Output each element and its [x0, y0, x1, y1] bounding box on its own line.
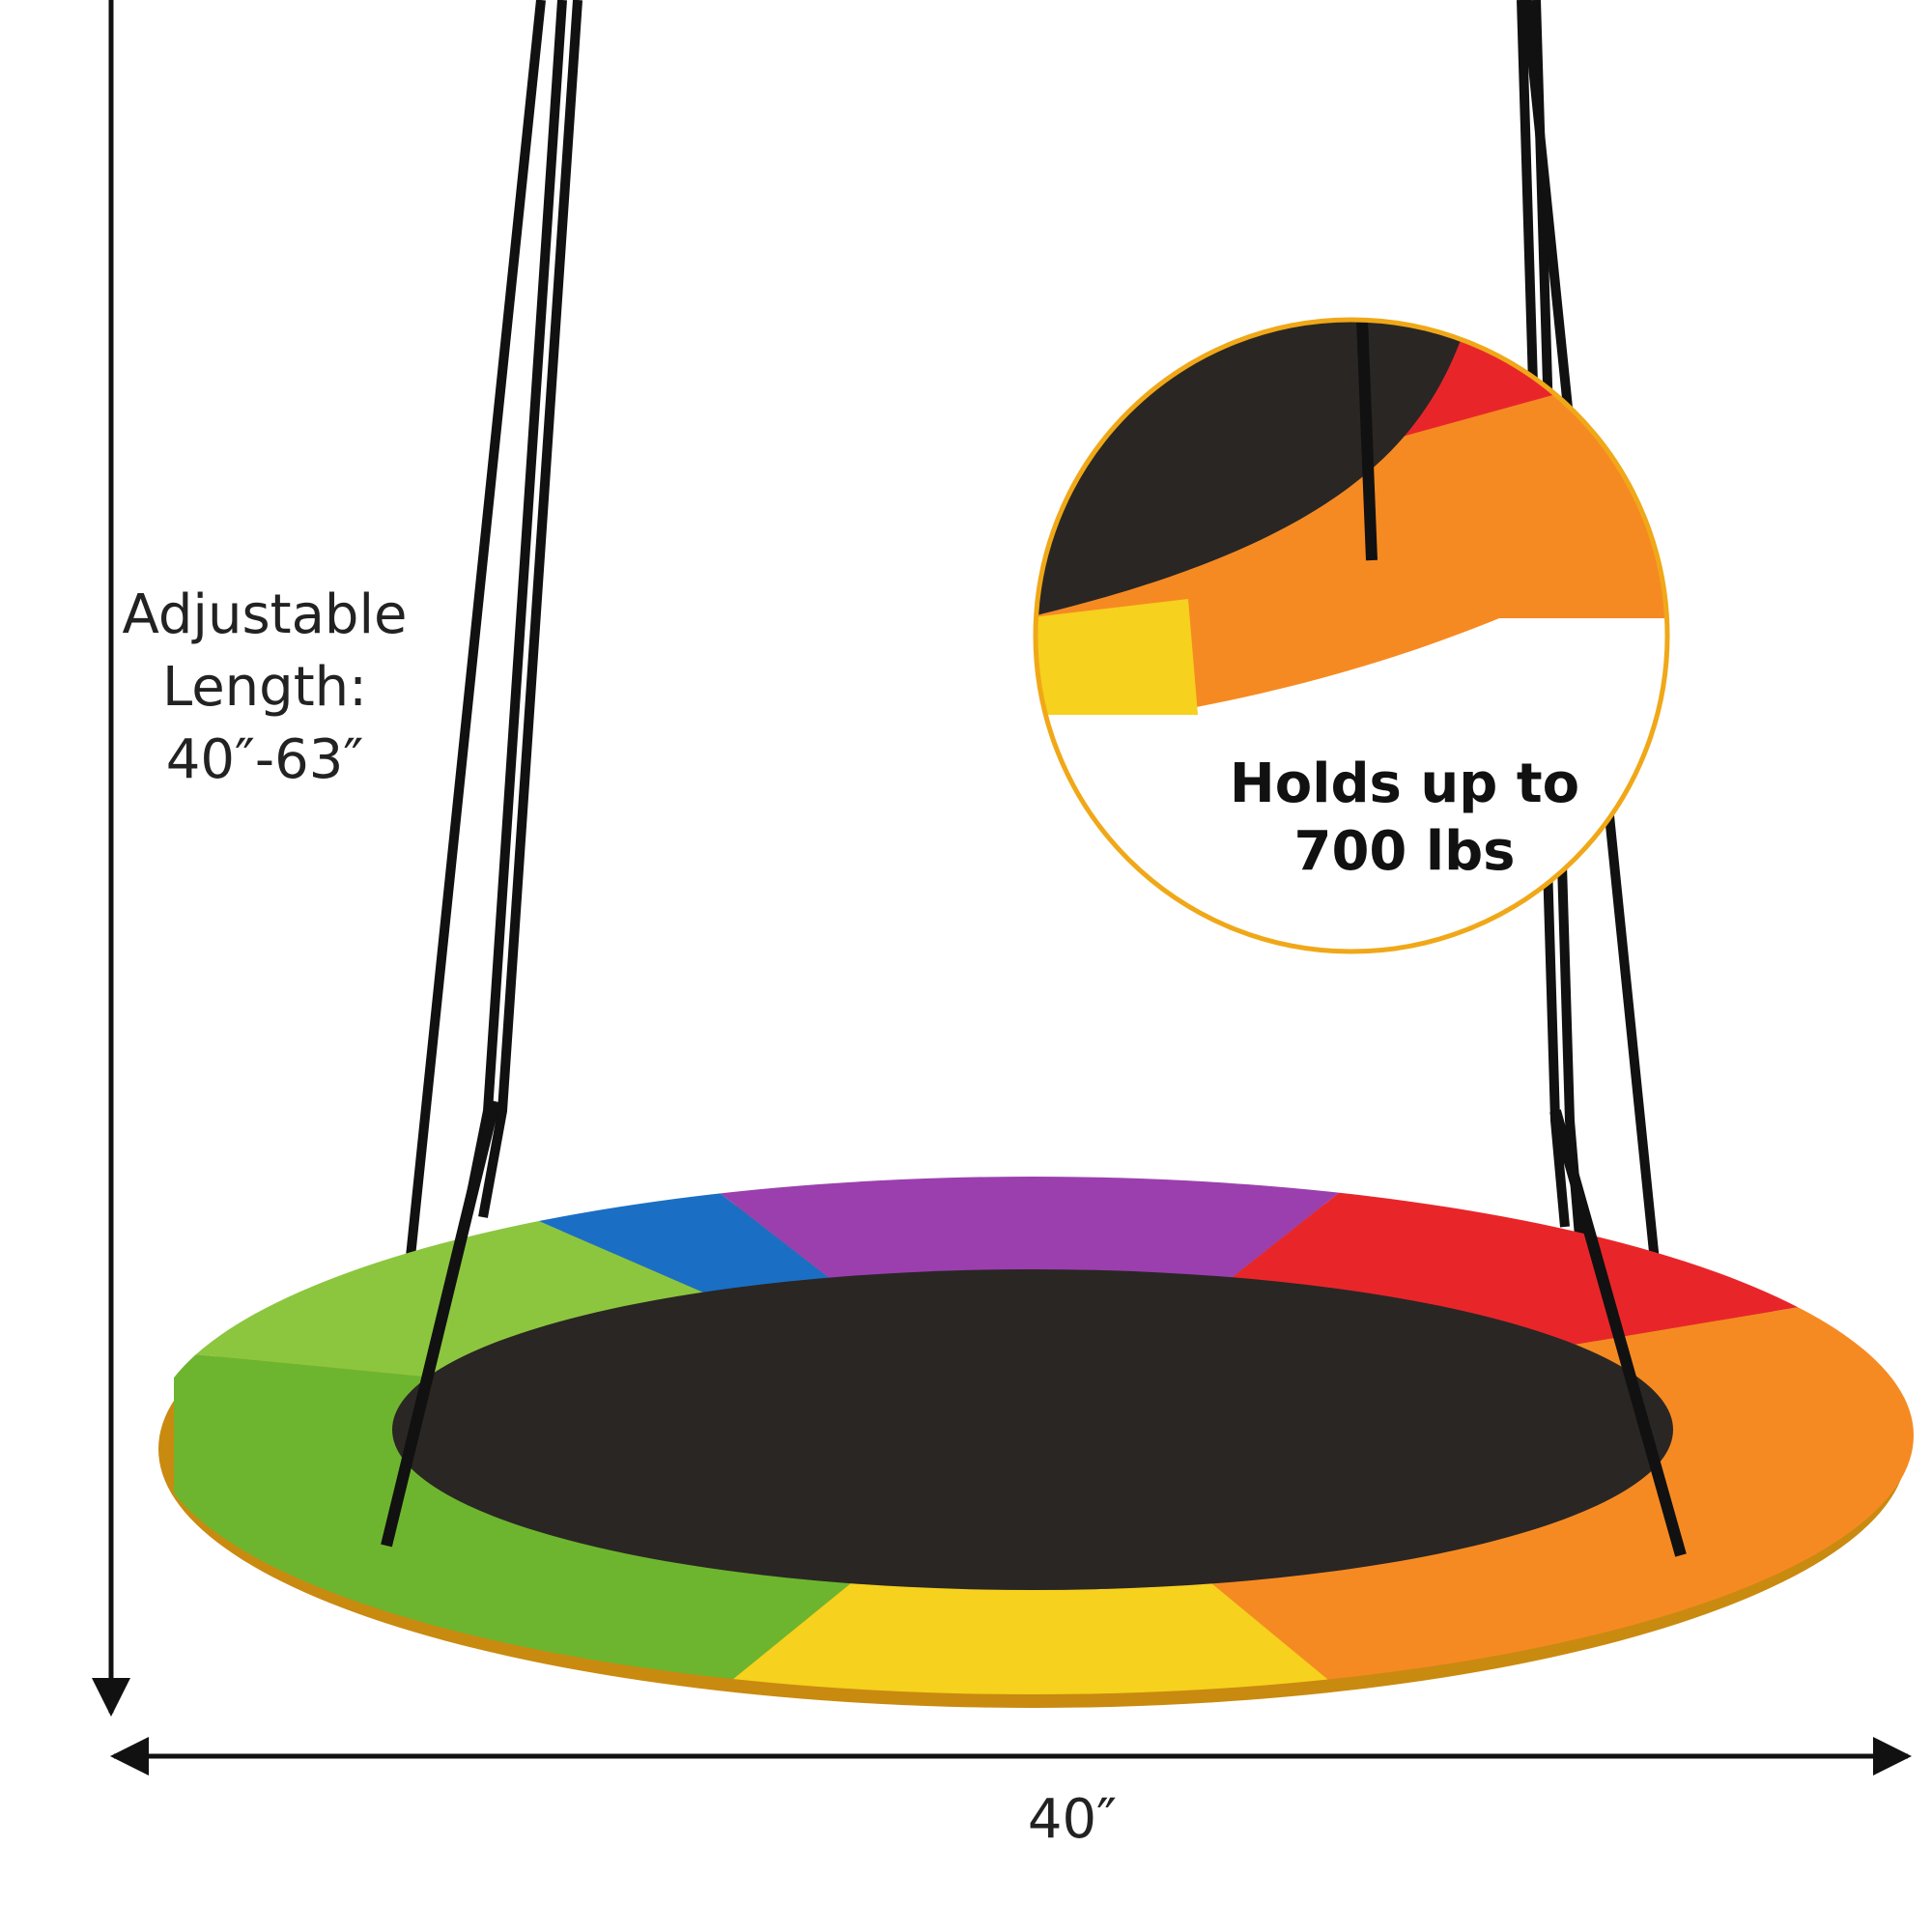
width-label: 40″: [1028, 1788, 1117, 1851]
length-label: Length:: [162, 656, 367, 719]
length-label: 40″-63″: [166, 728, 364, 791]
length-label: Adjustable: [123, 583, 408, 646]
inset-callout: Holds up to 700 lbs: [1033, 317, 1670, 954]
callout-line: Holds up to: [1230, 753, 1579, 815]
callout-line: 700 lbs: [1293, 820, 1515, 883]
front-ropes: [381, 1099, 1687, 1557]
